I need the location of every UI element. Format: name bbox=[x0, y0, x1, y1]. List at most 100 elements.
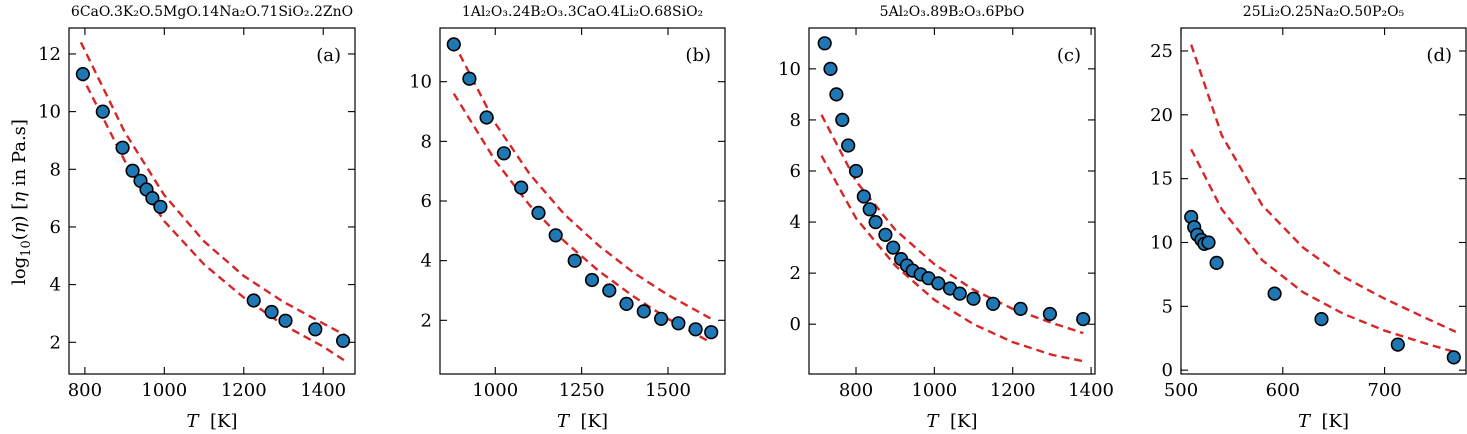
data-point bbox=[531, 205, 546, 220]
data-point bbox=[636, 304, 651, 319]
x-tick-label: 800 bbox=[839, 380, 873, 401]
data-point bbox=[704, 325, 719, 340]
data-point bbox=[602, 283, 617, 298]
data-point bbox=[336, 333, 351, 348]
data-point bbox=[308, 322, 323, 337]
y-tick-label: 4 bbox=[790, 212, 801, 233]
data-point bbox=[1076, 312, 1091, 327]
fit-curve-a-1 bbox=[79, 41, 346, 337]
data-point bbox=[841, 138, 856, 153]
panel-b: 1Al₂O₃.24B₂O₃.3CaO.4Li₂O.68SiO₂ 1000 1250 1… bbox=[409, 4, 726, 432]
data-point bbox=[671, 316, 686, 331]
y-tick-label: 8 bbox=[50, 159, 61, 180]
y-tick-label: 15 bbox=[1150, 169, 1173, 190]
y-tick-label: 10 bbox=[778, 59, 801, 80]
y-tick-label: 4 bbox=[421, 251, 432, 272]
data-point bbox=[145, 191, 160, 206]
data-point bbox=[1390, 337, 1405, 352]
data-point bbox=[931, 276, 946, 291]
data-point bbox=[1267, 286, 1282, 301]
panel-label-a: (a) bbox=[316, 45, 341, 66]
data-point bbox=[479, 110, 494, 125]
panel-title-a: 6CaO.3K₂O.5MgO.14Na₂O.71SiO₂.2ZnO bbox=[71, 4, 353, 20]
data-point bbox=[862, 202, 877, 217]
x-axis-label-unit: [K] bbox=[569, 411, 608, 432]
data-point bbox=[1314, 312, 1329, 327]
x-tick-label: 1200 bbox=[990, 380, 1036, 401]
data-point bbox=[823, 61, 838, 77]
x-axis-label-var: T bbox=[1298, 411, 1312, 432]
data-point bbox=[1209, 255, 1224, 271]
data-point bbox=[688, 322, 703, 337]
panel-a: 6CaO.3K₂O.5MgO.14Na₂O.71SiO₂.2ZnO 800 1000… bbox=[38, 4, 356, 432]
y-tick-label: 8 bbox=[421, 131, 432, 152]
panel-label-c: (c) bbox=[1057, 45, 1081, 66]
x-axis-label-a: T [K] bbox=[187, 411, 238, 432]
y-tick-label: 2 bbox=[790, 263, 801, 284]
fit-curve-c-1 bbox=[820, 114, 1084, 335]
y-tick-label: 12 bbox=[38, 44, 61, 65]
fit-curve-b-2 bbox=[452, 92, 712, 344]
data-point bbox=[496, 146, 512, 161]
y-axis-label: log10(η) [η in Pa.s] bbox=[9, 119, 34, 285]
data-point bbox=[95, 104, 110, 119]
panel-d: 25Li₂O.25Na₂O.50P₂O₅ 500 600 700 0 5 10 15 20 25 (… bbox=[1150, 4, 1467, 432]
data-point bbox=[462, 71, 477, 86]
x-tick-label: 1200 bbox=[221, 380, 267, 401]
plot-frame-a bbox=[68, 27, 356, 375]
plot-frame-d bbox=[1180, 27, 1467, 375]
data-point bbox=[548, 228, 563, 243]
panel-title-d: 25Li₂O.25Na₂O.50P₂O₅ bbox=[1243, 4, 1405, 20]
data-point bbox=[966, 291, 981, 306]
y-tick-label: 8 bbox=[790, 110, 801, 131]
data-point bbox=[567, 253, 582, 268]
fit-curve-a-2 bbox=[79, 73, 346, 363]
x-tick-label: 1000 bbox=[911, 380, 957, 401]
data-point bbox=[1042, 306, 1057, 322]
data-point bbox=[817, 36, 832, 51]
panel-c: 5Al₂O₃.89B₂O₃.6PbO 800 1000 1200 1400 0 2 4 6 8 10… bbox=[778, 4, 1114, 432]
data-point bbox=[848, 163, 864, 179]
x-tick-label: 800 bbox=[68, 380, 102, 401]
data-point bbox=[886, 240, 901, 255]
data-point bbox=[868, 215, 883, 230]
data-point bbox=[115, 140, 130, 155]
x-axis-label-c: T [K] bbox=[927, 411, 978, 432]
x-tick-label: 1400 bbox=[300, 380, 346, 401]
data-point bbox=[878, 227, 893, 242]
plot-frame-c bbox=[808, 27, 1096, 375]
y-tick-label: 2 bbox=[50, 332, 61, 353]
y-tick-label: 2 bbox=[421, 310, 432, 331]
x-tick-label: 1400 bbox=[1068, 380, 1114, 401]
x-axis-label-d: T [K] bbox=[1298, 411, 1349, 432]
panel-title-c: 5Al₂O₃.89B₂O₃.6PbO bbox=[880, 4, 1025, 20]
y-tick-label: 10 bbox=[409, 72, 432, 93]
y-axis-label-eta-2: η bbox=[9, 192, 30, 203]
y-tick-label: 6 bbox=[421, 191, 432, 212]
data-point bbox=[278, 313, 293, 328]
data-point bbox=[264, 304, 279, 320]
data-point bbox=[829, 87, 844, 102]
y-tick-label: 10 bbox=[38, 102, 61, 123]
x-axis-label-unit: [K] bbox=[199, 411, 238, 432]
x-axis-label-var: T bbox=[187, 411, 201, 432]
x-tick-label: 500 bbox=[1164, 380, 1198, 401]
x-tick-label: 1000 bbox=[141, 380, 187, 401]
data-point bbox=[985, 296, 1001, 311]
fit-curve-b-1 bbox=[452, 42, 712, 320]
fit-curve-d-1 bbox=[1190, 44, 1457, 333]
fit-curve-d-2 bbox=[1190, 148, 1457, 354]
y-tick-label: 6 bbox=[50, 217, 61, 238]
panel-title-b: 1Al₂O₃.24B₂O₃.3CaO.4Li₂O.68SiO₂ bbox=[462, 4, 703, 20]
x-tick-label: 1500 bbox=[645, 380, 691, 401]
y-tick-label: 6 bbox=[790, 161, 801, 182]
panel-label-d: (d) bbox=[1426, 45, 1452, 66]
y-axis-label-open: ( bbox=[9, 233, 30, 240]
x-tick-label: 1000 bbox=[472, 380, 518, 401]
y-axis-label-prefix: log bbox=[9, 257, 30, 285]
data-point bbox=[584, 272, 600, 288]
data-point bbox=[856, 189, 871, 204]
data-point bbox=[514, 180, 529, 195]
data-point bbox=[653, 311, 669, 326]
